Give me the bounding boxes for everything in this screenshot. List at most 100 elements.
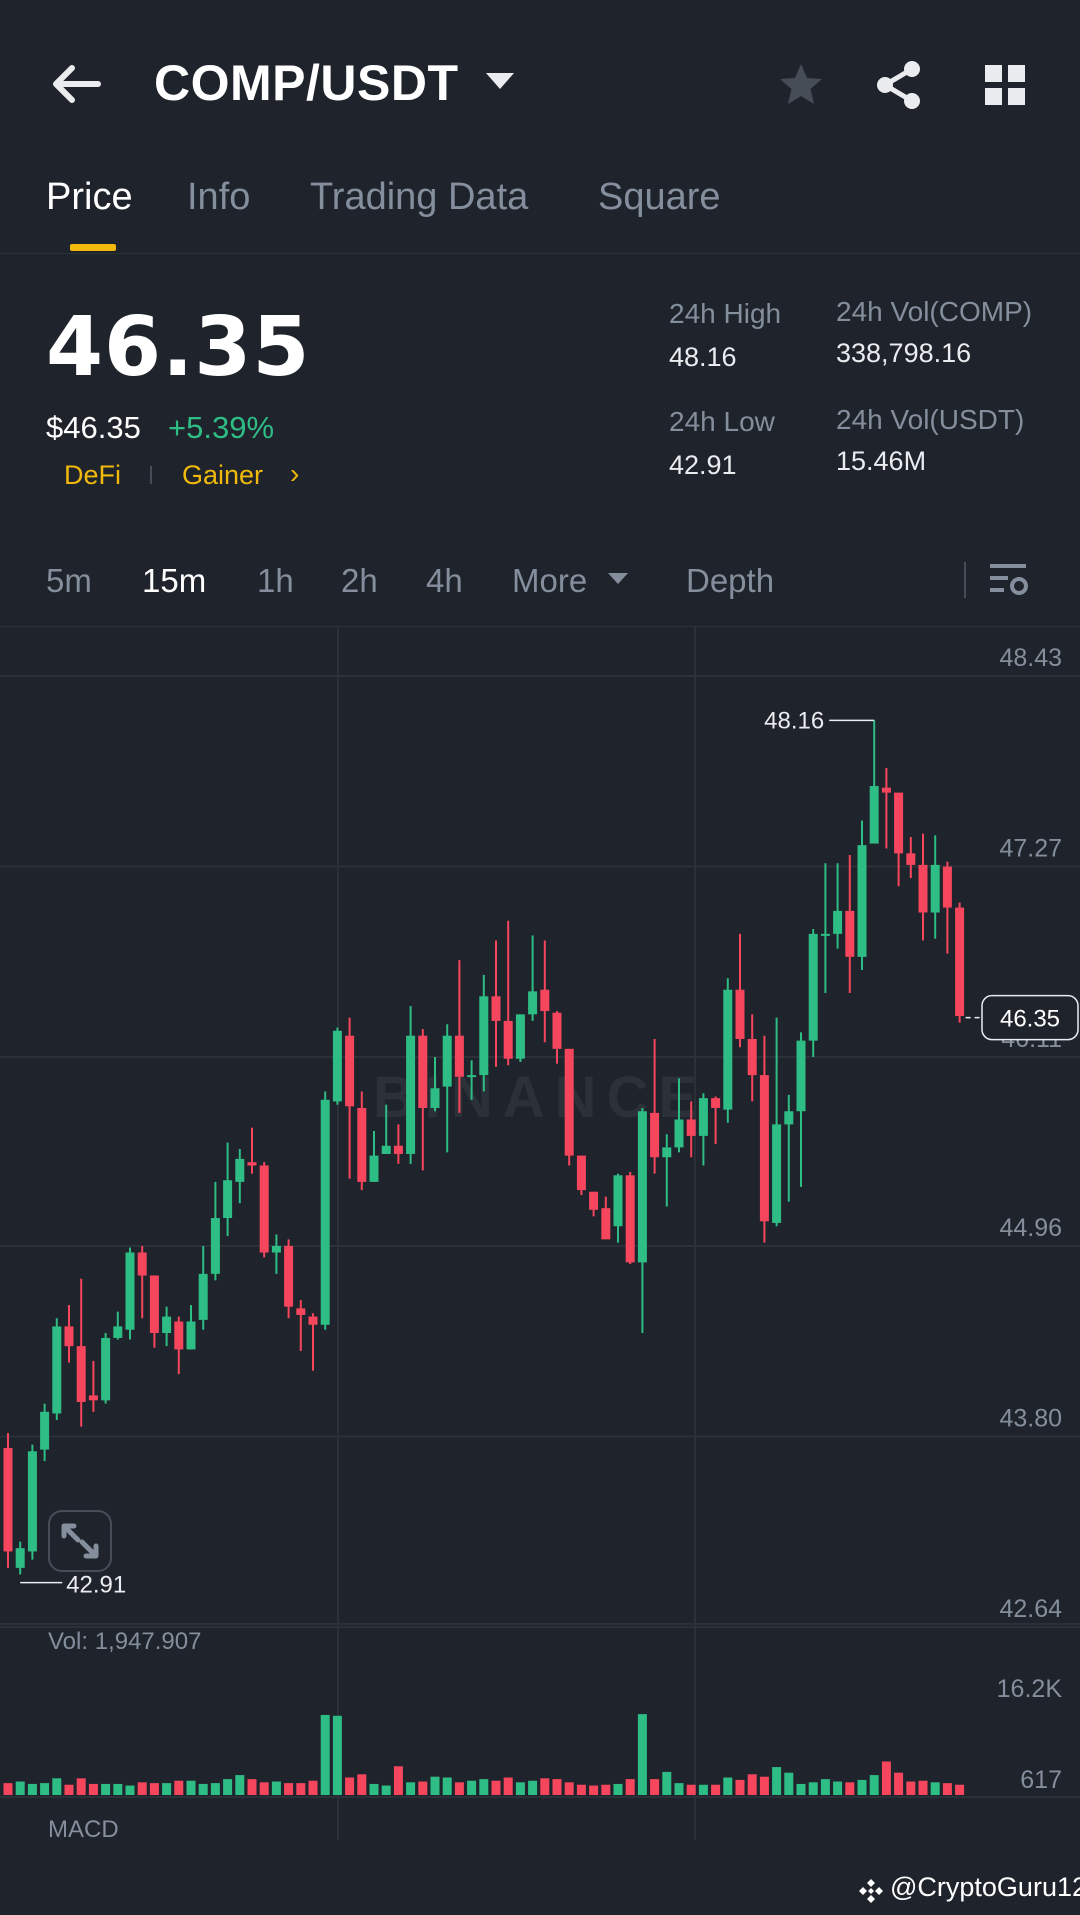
interval-4h[interactable]: 4h	[426, 562, 463, 599]
candle-body	[113, 1326, 123, 1338]
chevron-right-icon[interactable]: ›	[290, 458, 300, 489]
volume-bar	[101, 1783, 111, 1795]
volume-bar	[772, 1767, 782, 1795]
volume-bar	[613, 1783, 623, 1795]
chart-settings-icon[interactable]	[990, 562, 1028, 598]
candle-body	[271, 1245, 281, 1253]
candle-body	[101, 1337, 111, 1401]
volume-bar	[503, 1777, 513, 1795]
chevron-down-icon[interactable]	[486, 73, 514, 89]
candle-body	[540, 989, 550, 1012]
candle-body	[552, 1012, 562, 1049]
volume-bar	[833, 1781, 843, 1795]
volume-bar	[64, 1784, 74, 1795]
share-icon[interactable]	[876, 60, 922, 110]
volume-bar	[125, 1785, 135, 1795]
volume-bar	[320, 1714, 330, 1795]
candle-body	[869, 786, 879, 844]
candle-body	[393, 1145, 403, 1154]
usd-price: $46.35	[46, 410, 141, 445]
divider	[0, 253, 1080, 254]
volume-bar	[332, 1715, 342, 1795]
tab-square[interactable]: Square	[598, 176, 721, 218]
interval-2h[interactable]: 2h	[341, 562, 378, 599]
tag-defi[interactable]: DeFi	[64, 460, 122, 490]
arrow-left-icon[interactable]	[48, 60, 104, 108]
volume-bar	[564, 1782, 574, 1795]
pair-title[interactable]: COMP/USDT	[154, 55, 459, 111]
candle-body	[601, 1208, 611, 1240]
candle-body	[15, 1548, 25, 1568]
volume-bar	[491, 1780, 501, 1795]
interval-5m[interactable]: 5m	[46, 562, 92, 599]
candle-body	[381, 1145, 391, 1154]
candle-body	[235, 1158, 245, 1182]
candle-body	[637, 1111, 647, 1263]
volume-bar	[381, 1785, 391, 1795]
candle-body	[332, 1030, 342, 1102]
volume-bar	[162, 1783, 172, 1795]
candle-body	[772, 1124, 782, 1223]
volume-bar	[747, 1774, 757, 1795]
candle-body	[576, 1155, 586, 1191]
fullscreen-button[interactable]	[48, 1510, 112, 1572]
stat-label-vol-base: 24h Vol(COMP)	[836, 296, 1033, 327]
candle-body	[137, 1252, 147, 1276]
candle-body	[76, 1346, 86, 1402]
volume-bar	[430, 1776, 440, 1795]
candle-body	[564, 1048, 574, 1156]
volume-bar	[918, 1780, 928, 1795]
candle-body	[808, 933, 818, 1041]
tab-price[interactable]: Price	[46, 176, 133, 218]
candle-body	[784, 1111, 794, 1125]
volume-bar	[454, 1782, 464, 1795]
stat-label-vol-quote: 24h Vol(USDT)	[836, 404, 1025, 435]
volume-bar	[820, 1779, 830, 1795]
caret-down-icon[interactable]	[608, 573, 628, 584]
volume-bar	[552, 1779, 562, 1795]
volume-bar	[198, 1783, 208, 1795]
volume-bar	[174, 1780, 184, 1795]
volume-tick-label: 617	[1020, 1766, 1062, 1794]
tab-info[interactable]: Info	[187, 176, 251, 218]
candle-body	[418, 1035, 428, 1108]
candle-body	[296, 1308, 306, 1315]
tab-trading-data[interactable]: Trading Data	[310, 176, 529, 218]
volume-bar	[113, 1783, 123, 1795]
candle-body	[613, 1175, 623, 1227]
tag-gainer[interactable]: Gainer	[182, 460, 264, 490]
stat-label-high: 24h High	[669, 298, 782, 329]
price-tick-label: 42.64	[999, 1595, 1062, 1623]
candle-body	[662, 1147, 672, 1158]
star-icon[interactable]	[778, 62, 824, 108]
candle-body	[162, 1316, 172, 1333]
candle-body	[430, 1088, 440, 1108]
volume-bar	[698, 1784, 708, 1795]
interval-more[interactable]: More	[512, 562, 588, 599]
candle-body	[723, 989, 733, 1110]
interval-1h[interactable]: 1h	[257, 562, 294, 599]
price-tick-label: 44.96	[999, 1214, 1062, 1242]
current-price-label: 46.35	[1000, 1006, 1060, 1033]
active-tab-indicator	[70, 244, 116, 251]
candle-body	[259, 1165, 269, 1253]
stat-value-vol-quote: 15.46M	[836, 446, 927, 476]
volume-bar	[723, 1777, 733, 1795]
candle-body	[406, 1035, 416, 1154]
volume-bar	[271, 1781, 281, 1795]
candle-body	[491, 996, 501, 1021]
candlestick-chart[interactable]: BINANCE 48.4347.2746.1144.9643.8042.6448…	[0, 627, 1080, 1840]
volume-bar	[442, 1777, 452, 1795]
low-marker-label: 42.91	[66, 1572, 126, 1599]
candle-body	[930, 864, 940, 913]
candle-body	[625, 1175, 635, 1263]
stat-value-vol-base: 338,798.16	[836, 338, 972, 368]
volume-bar	[601, 1784, 611, 1795]
volume-bar	[686, 1784, 696, 1795]
candle-body	[88, 1395, 98, 1401]
interval-depth[interactable]: Depth	[686, 562, 775, 599]
interval-15m[interactable]: 15m	[142, 562, 207, 599]
candle-body	[711, 1098, 721, 1108]
grid-icon[interactable]	[984, 64, 1026, 106]
binance-logo-icon	[859, 1879, 883, 1903]
